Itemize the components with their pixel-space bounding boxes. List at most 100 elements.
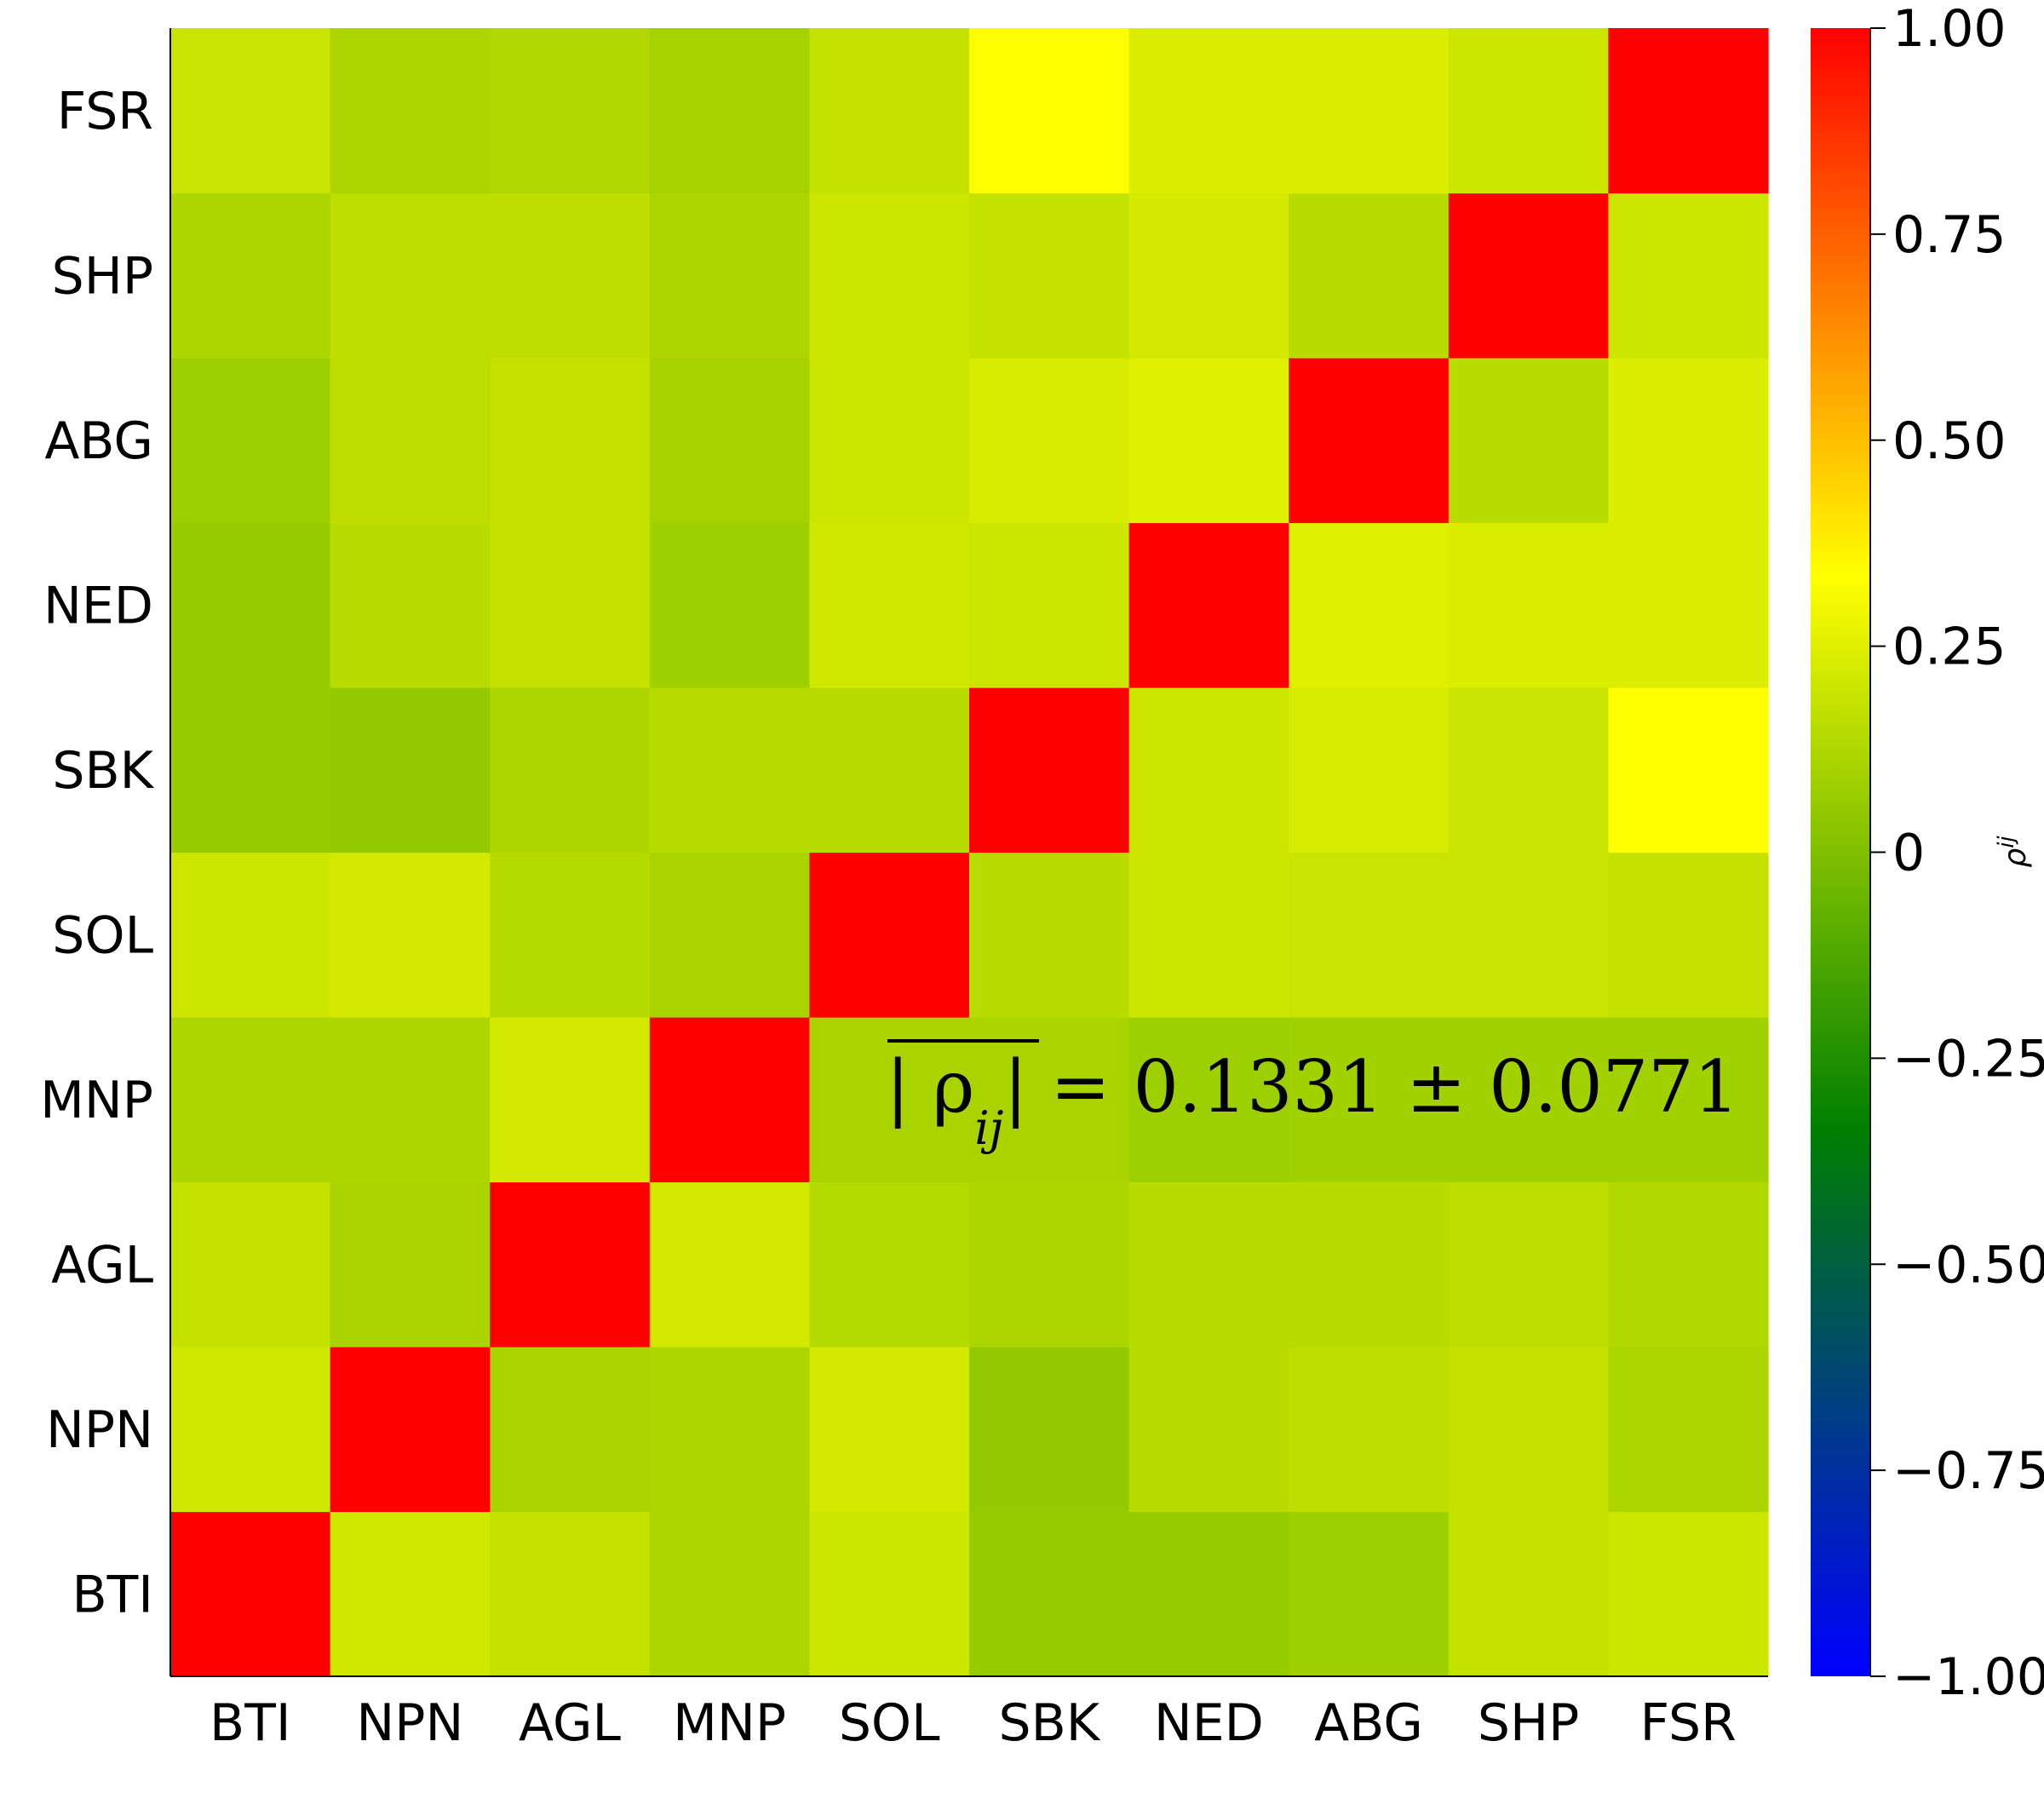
x-tick-label-mnp: MNP [673, 1693, 786, 1753]
heatmap-cell-bti-sol [809, 1511, 970, 1677]
y-tick-label-agl: AGL [51, 1235, 153, 1295]
heatmap-cell-fsr-npn [330, 28, 491, 194]
heatmap-cell-abg-sbk [969, 358, 1130, 524]
colorbar-tick-label: −1.00 [1892, 1647, 2044, 1707]
x-tick-label-sbk: SBK [999, 1693, 1101, 1753]
x-tick-label-ned: NED [1154, 1693, 1264, 1753]
heatmap-cell-sol-abg [1289, 852, 1450, 1018]
heatmap-cell-agl-agl [490, 1181, 651, 1348]
heatmap-cell-abg-shp [1448, 358, 1609, 524]
heatmap-cell-fsr-shp [1448, 28, 1609, 194]
heatmap-cell-sbk-npn [330, 687, 491, 853]
heatmap-cell-sol-sbk [969, 852, 1130, 1018]
heatmap-cell-bti-bti [170, 1511, 331, 1677]
heatmap-cell-bti-ned [1128, 1511, 1289, 1677]
y-tick-label-sol: SOL [52, 905, 153, 965]
colorbar-tick-label: 0.75 [1892, 205, 2007, 265]
heatmap-cell-agl-ned [1128, 1181, 1289, 1348]
heatmap-cell-bti-mnp [649, 1511, 810, 1677]
heatmap-cell-shp-bti [170, 193, 331, 359]
colorbar-title: ρij [1994, 836, 2033, 868]
heatmap-cell-shp-mnp [649, 193, 810, 359]
annotation-text: | ρij| = 0.1331 ± 0.0771 [886, 1045, 1739, 1155]
heatmap-cell-sol-agl [490, 852, 651, 1018]
heatmap-cell-agl-abg [1289, 1181, 1450, 1348]
heatmap-cell-bti-abg [1289, 1511, 1450, 1677]
heatmap-cell-sbk-sol [809, 687, 970, 853]
y-tick-label-fsr: FSR [57, 82, 153, 141]
mean-correlation-annotation: | ρij| = 0.1331 ± 0.0771 [886, 1039, 1739, 1155]
heatmap-cell-mnp-abg [1289, 1017, 1450, 1183]
heatmap-cell-ned-agl [490, 522, 651, 688]
heatmap-cell-abg-agl [490, 358, 651, 524]
heatmap-cell-abg-ned [1128, 358, 1289, 524]
heatmap-cell-shp-shp [1448, 193, 1609, 359]
heatmap-cell-ned-mnp [649, 522, 810, 688]
heatmap-cell-npn-sbk [969, 1347, 1130, 1513]
heatmap-cell-ned-npn [330, 522, 491, 688]
heatmap-cell-abg-mnp [649, 358, 810, 524]
heatmap-cell-mnp-sol [809, 1017, 970, 1183]
heatmap-cell-agl-sol [809, 1181, 970, 1348]
heatmap-cell-sbk-shp [1448, 687, 1609, 853]
heatmap-cell-shp-agl [490, 193, 651, 359]
heatmap-cell-sbk-mnp [649, 687, 810, 853]
heatmap-cell-sbk-sbk [969, 687, 1130, 853]
heatmap-cell-bti-shp [1448, 1511, 1609, 1677]
heatmap-cell-fsr-agl [490, 28, 651, 194]
heatmap-cell-abg-sol [809, 358, 970, 524]
colorbar: 1.00 0.75 0.50 0.25 0 −0.25 −0.50 −0.75 −1.00 ρij [1811, 0, 2044, 1707]
heatmap-cell-sol-bti [170, 852, 331, 1018]
heatmap-cell-mnp-shp [1448, 1017, 1609, 1183]
y-tick-label-abg: ABG [44, 411, 153, 471]
heatmap-cells [170, 28, 1769, 1677]
heatmap-cell-agl-npn [330, 1181, 491, 1348]
heatmap-cell-bti-fsr [1608, 1511, 1769, 1677]
heatmap-cell-mnp-npn [330, 1017, 491, 1183]
heatmap-cell-npn-sol [809, 1347, 970, 1513]
heatmap-cell-agl-fsr [1608, 1181, 1769, 1348]
y-axis-tick-labels: BTI NPN AGL MNP SOL SBK NED ABG SHP FSR [40, 82, 154, 1625]
heatmap-cell-sbk-agl [490, 687, 651, 853]
heatmap-cell-npn-agl [490, 1347, 651, 1513]
heatmap-cell-agl-sbk [969, 1181, 1130, 1348]
heatmap-cell-npn-bti [170, 1347, 331, 1513]
heatmap-cell-ned-bti [170, 522, 331, 688]
heatmap-cell-fsr-sbk [969, 28, 1130, 194]
heatmap-cell-agl-shp [1448, 1181, 1609, 1348]
heatmap-cell-fsr-fsr [1608, 28, 1769, 194]
colorbar-gradient [1811, 28, 1870, 1676]
heatmap-cell-npn-fsr [1608, 1347, 1769, 1513]
y-tick-label-npn: NPN [46, 1400, 153, 1460]
colorbar-tick-label: −0.50 [1892, 1235, 2044, 1295]
colorbar-tick-label: 0.50 [1892, 411, 2007, 471]
x-tick-label-agl: AGL [519, 1693, 621, 1753]
heatmap-cell-abg-npn [330, 358, 491, 524]
colorbar-tick-label: 1.00 [1892, 0, 2007, 59]
colorbar-tick-label: −0.75 [1892, 1441, 2044, 1501]
heatmap-cell-ned-shp [1448, 522, 1609, 688]
colorbar-tick-label: −0.25 [1892, 1029, 2044, 1089]
heatmap-cell-shp-npn [330, 193, 491, 359]
heatmap-cell-mnp-ned [1128, 1017, 1289, 1183]
heatmap-cell-sbk-abg [1289, 687, 1450, 853]
heatmap-cell-sbk-bti [170, 687, 331, 853]
heatmap-cell-mnp-bti [170, 1017, 331, 1183]
x-tick-label-abg: ABG [1314, 1693, 1423, 1753]
heatmap-cell-shp-fsr [1608, 193, 1769, 359]
heatmap-cell-ned-abg [1289, 522, 1450, 688]
colorbar-tick-label: 0 [1892, 824, 1925, 883]
heatmap-cell-ned-sbk [969, 522, 1130, 688]
heatmap-cell-fsr-sol [809, 28, 970, 194]
heatmap-cell-sol-ned [1128, 852, 1289, 1018]
heatmap-cell-sol-mnp [649, 852, 810, 1018]
y-tick-label-mnp: MNP [40, 1071, 153, 1130]
heatmap-cell-mnp-agl [490, 1017, 651, 1183]
x-tick-label-npn: NPN [356, 1693, 463, 1753]
heatmap-cell-shp-abg [1289, 193, 1450, 359]
heatmap-cell-abg-bti [170, 358, 331, 524]
heatmap-cell-abg-fsr [1608, 358, 1769, 524]
heatmap-cell-sol-fsr [1608, 852, 1769, 1018]
